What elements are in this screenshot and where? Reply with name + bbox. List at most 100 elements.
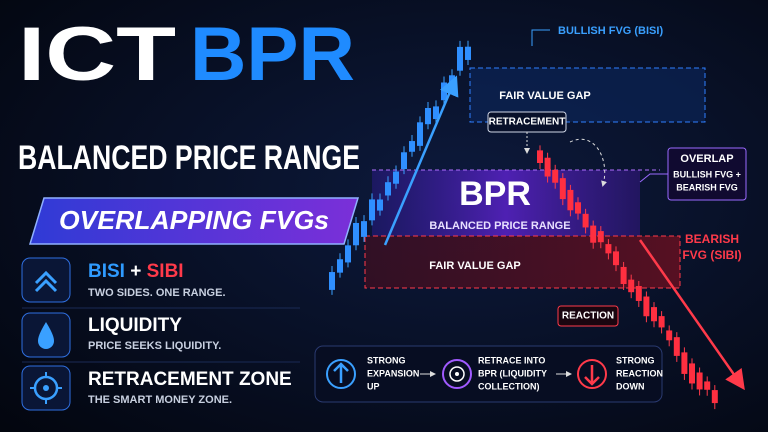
sibi: SIBI (147, 261, 184, 282)
fvg-bottom-label: FAIR VALUE GAP (429, 260, 520, 272)
title-ict: ICT (18, 12, 176, 97)
bull-candle (361, 221, 367, 237)
feature-desc: TWO SIDES. ONE RANGE. (88, 287, 226, 299)
bear-candle (711, 390, 718, 404)
bull-candle (457, 46, 463, 71)
bull-candle (425, 107, 431, 125)
fvg-top-label: FAIR VALUE GAP (499, 90, 590, 102)
bpr-zone (372, 170, 640, 236)
step-text: REACTION (616, 368, 663, 378)
bear-candle (537, 150, 543, 164)
step-text: EXPANSION (367, 368, 419, 378)
bull-candle (401, 152, 407, 170)
bear-candle (597, 231, 604, 243)
bullish-fvg-label: BULLISH FVG (BISI) (558, 25, 663, 37)
bear-candle (582, 213, 589, 228)
step-texts: STRONG EXPANSION UP RETRACE INTO BPR (LIQUID… (367, 355, 663, 391)
bull-candle (337, 259, 343, 273)
drop-icon (38, 322, 54, 349)
step-text: COLLECTION) (478, 381, 540, 391)
bull-candle (353, 222, 359, 246)
overlap-desc: BULLISH FVG + (673, 169, 741, 179)
bear-candle (628, 279, 635, 293)
bull-candle (377, 199, 383, 211)
bear-candle (567, 189, 574, 211)
bull-candle (441, 82, 447, 101)
feature-list: BISI + SIBI TWO SIDES. ONE RANGE. LIQUID… (21, 257, 300, 411)
target-dot (43, 385, 49, 391)
target-dot (455, 372, 459, 376)
overlap-title: OVERLAP (680, 153, 733, 165)
bull-candle (465, 46, 471, 60)
step-text: BPR (LIQUIDITY (478, 368, 547, 378)
step-text: DOWN (616, 381, 645, 391)
subtitle: BALANCED PRICE RANGE (18, 139, 360, 177)
bear-candle (666, 330, 673, 341)
feature-desc: PRICE SEEKS LIQUIDITY. (88, 340, 221, 352)
bull-candle (345, 245, 351, 263)
reaction-label: REACTION (562, 311, 614, 322)
bear-candle (605, 244, 612, 254)
down-arrow (638, 239, 745, 391)
bear-candle (544, 157, 551, 177)
down-icon (584, 365, 600, 386)
step-text: UP (367, 381, 380, 391)
badge-text: OVERLAPPING FVGs (59, 205, 329, 235)
candles (329, 40, 718, 410)
bearish-fvg-zone (364, 235, 681, 289)
chevron-icon (34, 270, 58, 293)
bull-candle (393, 171, 399, 184)
bear-candle (613, 251, 619, 266)
bull-candle (329, 272, 335, 290)
bull-candle (433, 106, 439, 120)
bisi: BISI (88, 261, 125, 282)
bear-candle (590, 225, 597, 243)
steps-box (314, 345, 663, 403)
bearish-label: FVG (SIBI) (682, 248, 741, 262)
overlap-line (639, 173, 668, 183)
bull-candle (409, 141, 415, 152)
step-text: STRONG (616, 355, 655, 365)
bull-candle (385, 182, 391, 196)
title-bpr: BPR (190, 12, 355, 97)
up-icon (333, 362, 349, 383)
bear-candle (635, 286, 642, 301)
bpr-label: BPR (459, 175, 531, 213)
step-icon (577, 359, 607, 389)
bear-candle (575, 202, 581, 214)
bear-candle (643, 296, 650, 317)
bear-candle (559, 178, 566, 200)
bear-candle (552, 169, 559, 183)
step-icon (442, 359, 472, 389)
bearish-label: BEARISH (685, 232, 739, 246)
feature-title: LIQUIDITY (88, 315, 182, 336)
step-text: STRONG (367, 355, 406, 365)
target-ticks (30, 372, 62, 404)
bull-candle (369, 199, 375, 221)
curve-arrow (569, 138, 607, 187)
bear-candle (658, 316, 665, 328)
feature-title: BISI + SIBI (88, 261, 184, 282)
feature-title: RETRACEMENT ZONE (88, 369, 292, 390)
plus: + (130, 261, 141, 282)
retracement-label: RETRACEMENT (489, 117, 566, 128)
callout-line (531, 29, 550, 46)
overlap-desc: BEARISH FVG (676, 182, 738, 192)
bear-candle (696, 372, 703, 390)
feature-desc: THE SMART MONEY ZONE. (88, 394, 232, 406)
bear-candle (704, 381, 711, 390)
step-icon (326, 359, 356, 389)
bear-candle (651, 307, 657, 322)
reaction-box (557, 305, 619, 327)
bull-candle (417, 122, 423, 146)
bear-candle (673, 337, 680, 356)
bear-candle (681, 352, 688, 374)
target-icon (449, 366, 465, 382)
bear-candle (620, 266, 627, 285)
step-text: RETRACE INTO (478, 355, 545, 365)
badge (28, 197, 360, 245)
bear-candle (689, 363, 695, 384)
up-arrow (383, 75, 459, 246)
bpr-sub: BALANCED PRICE RANGE (429, 220, 570, 232)
